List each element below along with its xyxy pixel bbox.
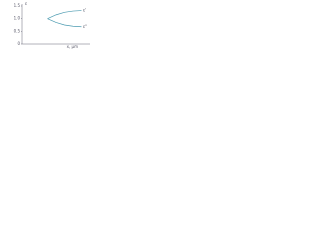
line — [47, 18, 82, 28]
y-tick-label: 1.5 — [14, 3, 21, 8]
series-label: ε' — [83, 8, 86, 13]
y-axis-label: ε — [25, 1, 27, 6]
series-label: ε'' — [83, 24, 87, 29]
page: {"chart_data": {"type": "line", "y_label… — [0, 0, 100, 54]
line — [47, 10, 82, 19]
y-tick-label: 0.5 — [14, 28, 21, 33]
y-tick-label: 0 — [17, 41, 20, 46]
x-axis-label: x, μm — [67, 44, 78, 49]
chart: ε x, μm 0 0.5 1.0 1.5 ε' ε'' — [14, 1, 90, 49]
y-tick-label: 1.0 — [14, 16, 21, 21]
